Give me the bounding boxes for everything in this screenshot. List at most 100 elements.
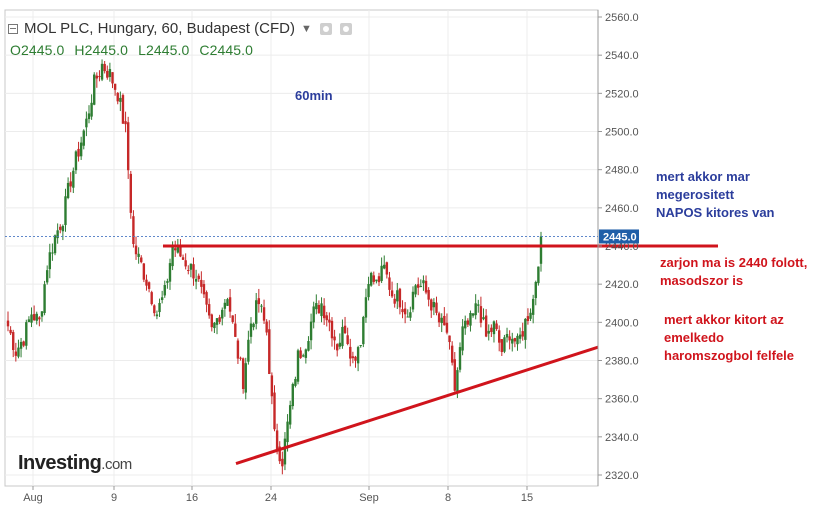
- candle-body: [179, 246, 182, 257]
- candle-body: [275, 430, 279, 449]
- candle-body: [495, 323, 498, 330]
- candle: [338, 333, 342, 350]
- candle-body: [106, 70, 109, 78]
- candle: [521, 322, 524, 341]
- candle: [529, 308, 532, 322]
- candle-body: [45, 270, 49, 283]
- candle-body: [487, 330, 490, 334]
- candle: [443, 307, 446, 326]
- candle: [302, 353, 305, 358]
- candle: [359, 345, 362, 348]
- candle-body: [393, 298, 396, 304]
- annotation-triangle-breakout: mert akkor kitort az emelkedo haromszogb…: [664, 311, 794, 365]
- candle: [30, 307, 33, 328]
- candle-body: [126, 122, 130, 171]
- timeframe-annotation: 60min: [295, 88, 333, 103]
- candle-body: [299, 350, 302, 358]
- candle: [113, 83, 117, 96]
- trendline[interactable]: [235, 345, 599, 465]
- candle-body: [108, 69, 112, 78]
- candle: [482, 308, 485, 321]
- candle-body: [414, 285, 417, 295]
- candle: [328, 312, 331, 332]
- candle: [69, 172, 72, 193]
- candle-body: [260, 305, 263, 307]
- candle-body: [61, 225, 65, 232]
- settings-icon[interactable]: [319, 22, 332, 35]
- candle: [534, 280, 537, 306]
- candle: [524, 317, 527, 349]
- candle-body: [265, 321, 268, 333]
- candle: [315, 294, 318, 315]
- drawing-lines: [163, 244, 718, 465]
- candle: [343, 316, 347, 335]
- candle-body: [19, 341, 23, 349]
- candle: [27, 316, 31, 323]
- candle-body: [283, 438, 287, 465]
- candle-body: [286, 421, 289, 443]
- candle: [307, 336, 310, 352]
- candle: [265, 319, 268, 336]
- candle: [95, 72, 99, 88]
- candle-body: [508, 336, 511, 341]
- candle-body: [424, 280, 428, 293]
- candle: [440, 313, 443, 333]
- candle: [147, 281, 151, 293]
- candle: [98, 70, 101, 82]
- candle-body: [432, 301, 436, 308]
- candle-body: [171, 246, 174, 267]
- candle: [445, 313, 449, 335]
- candle-body: [422, 280, 425, 284]
- candle: [126, 116, 130, 179]
- candle-body: [12, 332, 15, 351]
- ohlc-open: O2445.0: [10, 42, 65, 58]
- candle: [103, 60, 106, 74]
- candle: [142, 262, 146, 283]
- candle: [291, 382, 294, 410]
- candle-body: [221, 309, 224, 319]
- candle: [226, 297, 229, 307]
- candle-body: [490, 327, 493, 333]
- annotation-line: zarjon ma is 2440 folott,: [660, 255, 808, 270]
- candle: [417, 277, 420, 296]
- candle-body: [377, 276, 381, 283]
- candle: [367, 276, 370, 301]
- candle: [56, 223, 59, 244]
- candle-body: [330, 320, 334, 339]
- annotation-line: emelkedo: [664, 330, 724, 345]
- candle: [317, 300, 321, 314]
- candle-body: [268, 329, 271, 375]
- candle: [458, 342, 462, 373]
- annotation-close-above: zarjon ma is 2440 folott, masodszor is: [660, 254, 807, 290]
- candle-body: [181, 257, 185, 260]
- candle: [356, 345, 360, 372]
- candle-body: [40, 311, 44, 317]
- candle: [17, 339, 20, 359]
- gear-icon[interactable]: [339, 22, 352, 35]
- candle: [304, 348, 308, 364]
- candle-body: [364, 297, 368, 318]
- candle: [228, 288, 232, 318]
- candle: [294, 376, 297, 388]
- annotation-confirmed-breakout: mert akkor mar megerositett NAPOS kitore…: [656, 168, 775, 222]
- candle-body: [100, 63, 104, 80]
- candle: [200, 271, 203, 294]
- candle-body: [307, 341, 310, 351]
- candle-body: [388, 277, 391, 290]
- candle: [64, 188, 67, 232]
- candle: [372, 271, 375, 285]
- candle: [430, 298, 433, 318]
- candle-body: [526, 316, 530, 322]
- collapse-icon[interactable]: [8, 23, 18, 34]
- candle-body: [56, 230, 59, 239]
- candle-body: [215, 318, 219, 325]
- chevron-down-icon[interactable]: ▼: [300, 22, 312, 35]
- candle-body: [262, 307, 266, 321]
- candle-body: [359, 345, 362, 347]
- candle-body: [445, 322, 449, 333]
- candle-body: [213, 322, 216, 329]
- candle-body: [93, 74, 96, 105]
- candle-body: [244, 363, 247, 393]
